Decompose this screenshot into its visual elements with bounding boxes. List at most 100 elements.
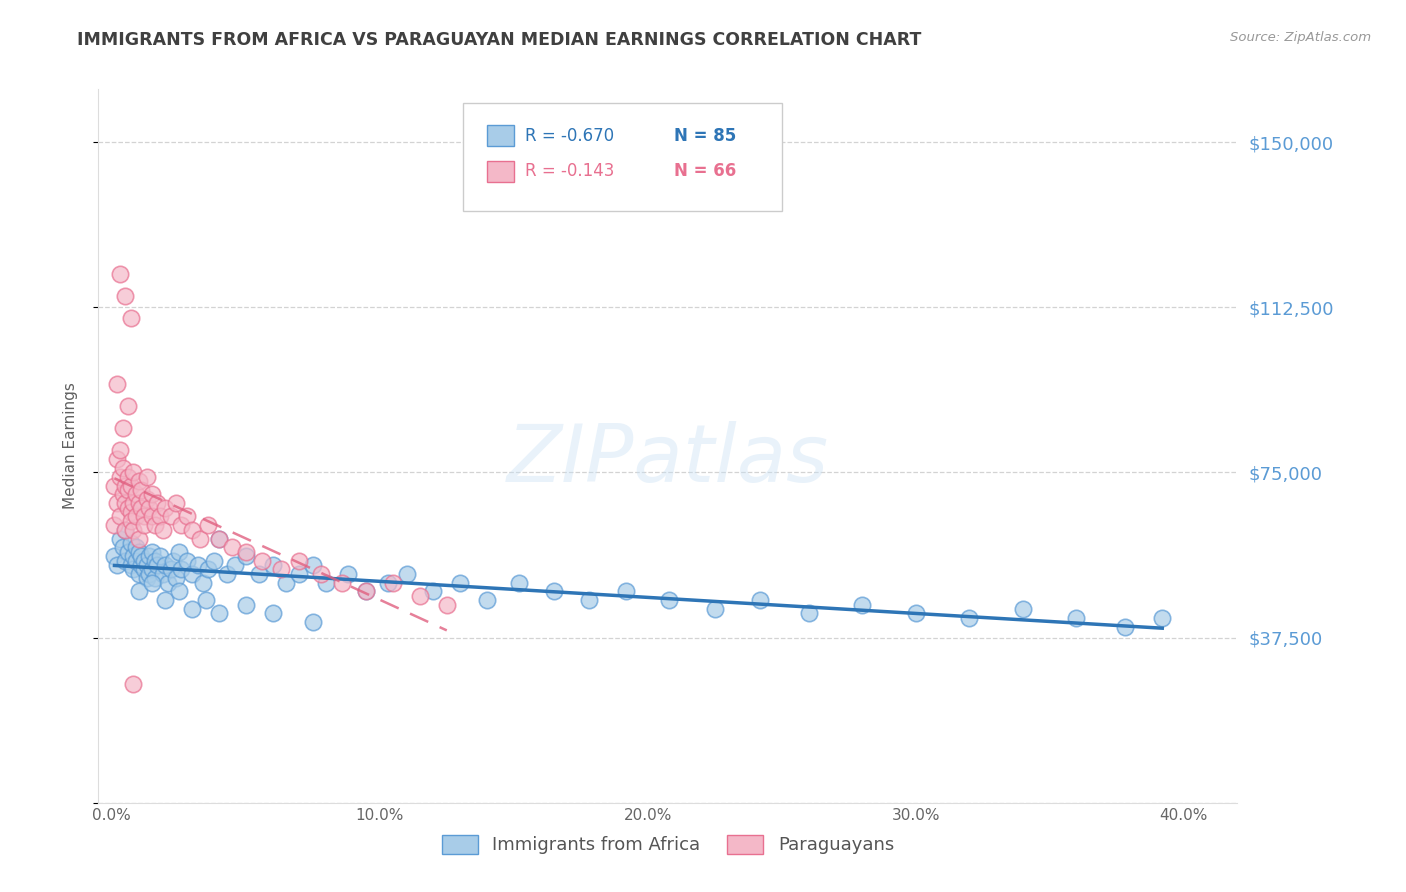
- Point: [135, 491, 157, 506]
- Point: [191, 575, 214, 590]
- Point: [1114, 619, 1136, 633]
- Point: [125, 509, 148, 524]
- Point: [262, 558, 284, 572]
- Point: [129, 558, 152, 572]
- Text: R = -0.670: R = -0.670: [526, 127, 614, 145]
- Point: [614, 584, 637, 599]
- Point: [103, 549, 125, 563]
- Point: [309, 566, 332, 581]
- FancyBboxPatch shape: [463, 103, 782, 211]
- Point: [108, 532, 131, 546]
- Point: [167, 545, 190, 559]
- Point: [165, 496, 187, 510]
- Point: [159, 562, 181, 576]
- Point: [904, 607, 927, 621]
- Point: [129, 483, 152, 497]
- Point: [170, 562, 193, 576]
- Point: [262, 607, 284, 621]
- Point: [132, 518, 155, 533]
- Point: [125, 541, 148, 555]
- Point: [129, 500, 152, 515]
- FancyBboxPatch shape: [486, 125, 515, 146]
- Point: [194, 593, 217, 607]
- Point: [149, 549, 172, 563]
- Point: [301, 615, 323, 630]
- Point: [122, 523, 145, 537]
- Point: [135, 571, 157, 585]
- Legend: Immigrants from Africa, Paraguayans: Immigrants from Africa, Paraguayans: [434, 828, 901, 862]
- Point: [129, 549, 152, 563]
- Point: [382, 575, 405, 590]
- Point: [122, 496, 145, 510]
- Point: [188, 532, 211, 546]
- Point: [103, 518, 125, 533]
- Point: [132, 553, 155, 567]
- Point: [122, 562, 145, 576]
- Point: [117, 400, 139, 414]
- Point: [108, 443, 131, 458]
- Point: [143, 518, 166, 533]
- Point: [141, 562, 163, 576]
- Point: [117, 483, 139, 497]
- Point: [141, 575, 163, 590]
- Point: [105, 377, 128, 392]
- Point: [377, 575, 399, 590]
- Point: [270, 562, 292, 576]
- Point: [181, 602, 204, 616]
- Point: [181, 566, 204, 581]
- Point: [436, 598, 458, 612]
- Point: [301, 558, 323, 572]
- Point: [274, 575, 297, 590]
- Point: [120, 478, 142, 492]
- Point: [135, 470, 157, 484]
- Point: [221, 541, 243, 555]
- Point: [108, 470, 131, 484]
- Point: [157, 575, 180, 590]
- Point: [120, 505, 142, 519]
- Point: [578, 593, 600, 607]
- Point: [208, 532, 231, 546]
- Text: ZIPatlas: ZIPatlas: [506, 421, 830, 500]
- Point: [176, 553, 198, 567]
- Point: [543, 584, 565, 599]
- Point: [235, 549, 257, 563]
- Point: [117, 470, 139, 484]
- Point: [125, 553, 148, 567]
- Point: [749, 593, 772, 607]
- Point: [103, 478, 125, 492]
- Point: [141, 545, 163, 559]
- Point: [422, 584, 444, 599]
- Point: [224, 558, 246, 572]
- Point: [128, 566, 150, 581]
- Point: [108, 267, 131, 281]
- Point: [128, 532, 150, 546]
- Point: [138, 566, 160, 581]
- Point: [1012, 602, 1035, 616]
- Point: [851, 598, 873, 612]
- Point: [114, 523, 136, 537]
- Text: N = 85: N = 85: [673, 127, 735, 145]
- Point: [146, 558, 169, 572]
- Point: [128, 475, 150, 489]
- Point: [114, 289, 136, 303]
- Point: [132, 562, 155, 576]
- Point: [395, 566, 418, 581]
- FancyBboxPatch shape: [486, 161, 515, 182]
- Point: [155, 558, 177, 572]
- Point: [315, 575, 337, 590]
- Point: [125, 487, 148, 501]
- Point: [146, 496, 169, 510]
- Point: [105, 496, 128, 510]
- Point: [122, 549, 145, 563]
- Point: [336, 566, 359, 581]
- Point: [120, 311, 142, 326]
- Point: [475, 593, 498, 607]
- Point: [155, 593, 177, 607]
- Point: [122, 677, 145, 691]
- Point: [797, 607, 820, 621]
- Point: [155, 500, 177, 515]
- Point: [356, 584, 378, 599]
- Point: [108, 509, 131, 524]
- Point: [114, 523, 136, 537]
- Point: [117, 545, 139, 559]
